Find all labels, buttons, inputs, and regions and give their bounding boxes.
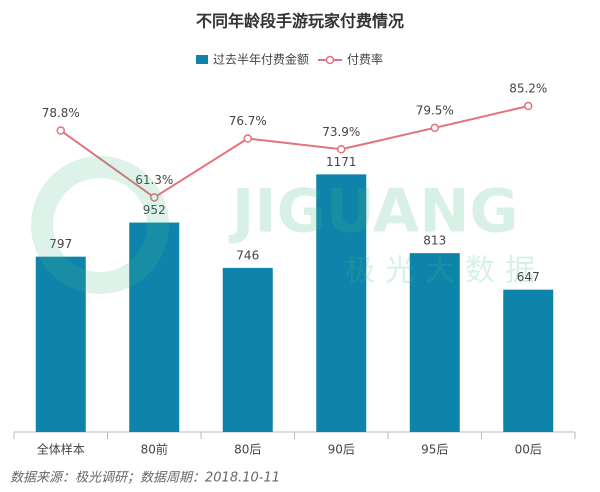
bar-value-label: 952 (143, 203, 166, 217)
bar (129, 222, 180, 432)
x-tick-label: 80后 (234, 443, 261, 457)
bar-value-label: 647 (517, 270, 540, 284)
line-value-label: 61.3% (135, 173, 173, 187)
line-point (243, 134, 252, 143)
chart-title: 不同年龄段手游玩家付费情况 (196, 12, 404, 31)
bar (35, 256, 86, 432)
line-point (56, 126, 65, 135)
bar-value-label: 746 (236, 248, 259, 262)
watermark: 极光大数据 (345, 254, 545, 289)
watermark-logo (31, 156, 169, 294)
line-point (337, 145, 346, 154)
bar-value-label: 1171 (326, 155, 357, 169)
line-point (150, 193, 159, 202)
bar (316, 174, 367, 432)
bar (503, 289, 554, 432)
watermark: JIGUANG (228, 177, 519, 247)
bar (222, 267, 273, 432)
legend-swatch (196, 55, 208, 64)
line-value-label: 85.2% (509, 82, 547, 96)
x-tick-label: 90后 (328, 443, 355, 457)
bar-value-label: 797 (49, 237, 72, 251)
bar-value-label: 813 (423, 234, 446, 248)
source-note: 数据来源：极光调研；数据周期：2018.10-11 (10, 471, 280, 486)
legend-label: 付费率 (347, 52, 383, 67)
line-value-label: 73.9% (322, 125, 360, 139)
x-tick-label: 95后 (421, 443, 448, 457)
line-point (524, 101, 533, 111)
line-point (430, 123, 439, 133)
line-value-label: 76.7% (229, 114, 267, 128)
bar (409, 253, 460, 432)
x-tick-label: 80前 (141, 442, 168, 457)
line (60, 105, 529, 199)
line-value-label: 78.8% (42, 106, 80, 120)
x-tick-label: 00后 (515, 443, 542, 457)
x-tick-label: 全体样本 (37, 442, 85, 457)
line-value-label: 79.5% (416, 103, 454, 117)
legend-label: 过去半年付费金额 (213, 52, 309, 67)
legend-swatch (325, 55, 335, 65)
